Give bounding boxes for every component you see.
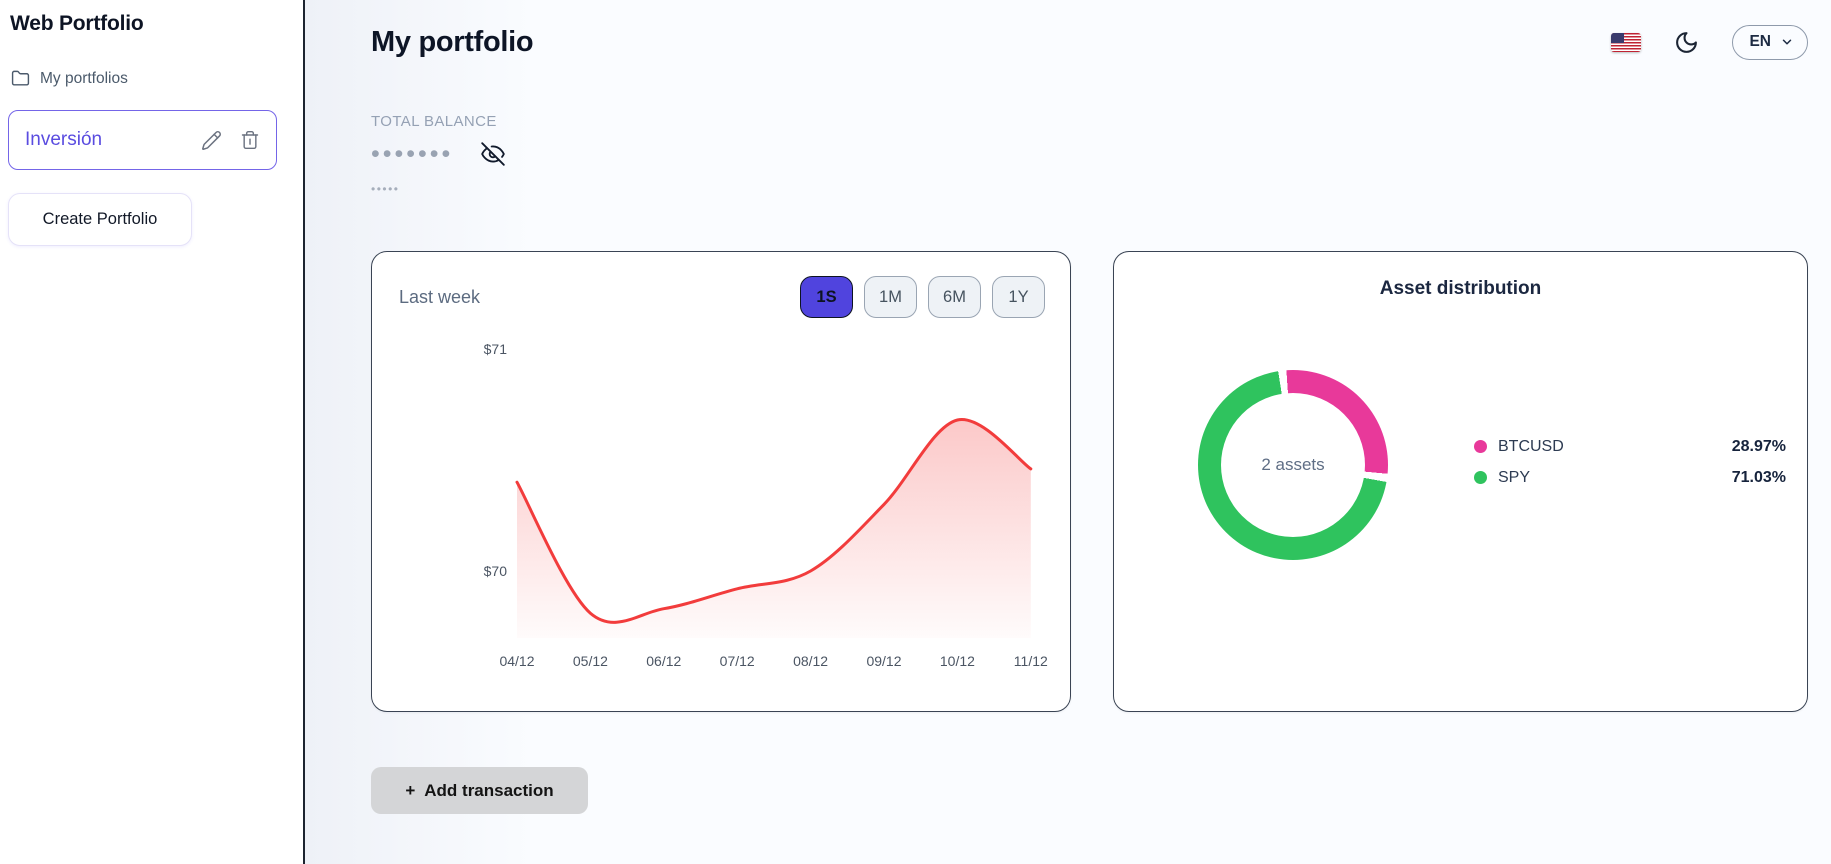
theme-toggle-button[interactable] bbox=[1674, 30, 1699, 55]
legend-row-btcusd: BTCUSD 28.97% bbox=[1474, 436, 1786, 457]
legend-asset-name: SPY bbox=[1498, 468, 1531, 486]
legend-asset-percentage: 71.03% bbox=[1731, 468, 1786, 486]
language-selected: EN bbox=[1749, 33, 1771, 50]
range-buttons: 1S 1M 6M 1Y bbox=[800, 276, 1045, 318]
language-select[interactable]: EN bbox=[1732, 24, 1808, 60]
balance-chart-card: Last week 1S 1M 6M 1Y $71 $70 04/12 05/12 06/12… bbox=[371, 251, 1071, 712]
add-transaction-label: Add transaction bbox=[424, 780, 554, 800]
create-portfolio-button[interactable]: Create Portfolio bbox=[8, 193, 192, 246]
svg-text:04/12: 04/12 bbox=[499, 653, 534, 669]
donut-chart: 2 assets bbox=[1198, 370, 1388, 560]
masked-balance-change: ••••• bbox=[371, 182, 400, 196]
eye-off-icon bbox=[481, 142, 506, 166]
trash-icon bbox=[241, 130, 259, 150]
svg-text:05/12: 05/12 bbox=[573, 653, 608, 669]
header-controls: EN bbox=[1611, 24, 1808, 60]
page-title: My portfolio bbox=[371, 25, 534, 58]
toggle-balance-visibility-button[interactable] bbox=[480, 141, 506, 167]
line-chart: $71 $70 04/12 05/12 06/12 07/12 08/12 09/12 10/1… bbox=[484, 341, 1048, 669]
sidebar-item-my-portfolios[interactable]: My portfolios bbox=[8, 69, 295, 88]
pencil-icon bbox=[202, 130, 221, 150]
total-balance-label: TOTAL BALANCE bbox=[371, 113, 497, 130]
flag-canton bbox=[1611, 32, 1625, 43]
sidebar-item-label: My portfolios bbox=[40, 69, 128, 87]
chart-header: Last week 1S 1M 6M 1Y bbox=[399, 276, 1045, 318]
svg-text:$70: $70 bbox=[484, 563, 508, 579]
legend-dot bbox=[1474, 440, 1487, 453]
svg-text:$71: $71 bbox=[484, 341, 508, 357]
asset-distribution-title: Asset distribution bbox=[1379, 278, 1542, 299]
asset-legend: BTCUSD 28.97% SPY 71.03% bbox=[1474, 436, 1786, 488]
plus-icon: + bbox=[405, 780, 416, 800]
page-header: My portfolio EN bbox=[371, 16, 1808, 68]
legend-asset-percentage: 28.97% bbox=[1731, 437, 1786, 455]
donut-hole: 2 assets bbox=[1221, 393, 1365, 537]
portfolio-name: Inversión bbox=[25, 129, 103, 150]
legend-asset-name: BTCUSD bbox=[1498, 437, 1564, 455]
portfolio-item[interactable]: Inversión bbox=[8, 110, 277, 170]
chevron-down-icon bbox=[1782, 39, 1792, 45]
cards-row: Last week 1S 1M 6M 1Y $71 $70 04/12 05/12 06/12… bbox=[371, 251, 1808, 712]
legend-row-spy: SPY 71.03% bbox=[1474, 467, 1786, 488]
total-balance-row: ••••••• bbox=[371, 138, 1808, 170]
range-button-1s[interactable]: 1S bbox=[800, 276, 853, 318]
folder-icon bbox=[11, 70, 30, 86]
moon-icon bbox=[1676, 31, 1698, 53]
svg-text:08/12: 08/12 bbox=[793, 653, 828, 669]
svg-text:11/12: 11/12 bbox=[1014, 653, 1048, 669]
app-title: Web Portfolio bbox=[10, 12, 144, 35]
asset-distribution-card: Asset distribution 2 assets BTCUSD 28.97%… bbox=[1113, 251, 1808, 712]
donut-center-label: 2 assets bbox=[1261, 455, 1325, 474]
range-button-1y[interactable]: 1Y bbox=[992, 276, 1045, 318]
svg-text:09/12: 09/12 bbox=[866, 653, 901, 669]
svg-text:07/12: 07/12 bbox=[720, 653, 755, 669]
svg-text:10/12: 10/12 bbox=[940, 653, 975, 669]
range-button-6m[interactable]: 6M bbox=[928, 276, 981, 318]
range-button-1m[interactable]: 1M bbox=[864, 276, 917, 318]
main-content: My portfolio EN TOTAL BALANCE ••••••• bbox=[303, 0, 1831, 864]
legend-dot bbox=[1474, 471, 1487, 484]
svg-text:06/12: 06/12 bbox=[646, 653, 681, 669]
add-transaction-button[interactable]: + Add transaction bbox=[371, 767, 588, 814]
sidebar: Web Portfolio My portfolios Inversión bbox=[0, 0, 303, 864]
chart-range-label: Last week bbox=[399, 286, 481, 307]
us-flag-icon[interactable] bbox=[1611, 32, 1642, 52]
edit-portfolio-button[interactable] bbox=[201, 130, 222, 151]
masked-balance-value: ••••••• bbox=[371, 140, 454, 168]
delete-portfolio-button[interactable] bbox=[240, 130, 260, 150]
